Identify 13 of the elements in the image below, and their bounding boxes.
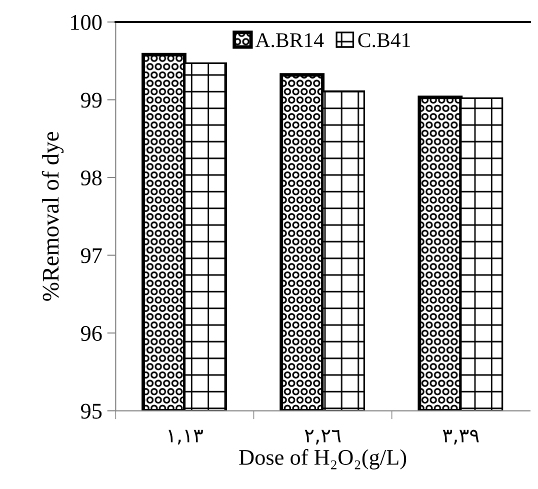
y-tick-label: 100 xyxy=(71,14,102,30)
y-tick-label: 98 xyxy=(80,170,102,186)
x-tick-label: ٢,٢٦ xyxy=(304,430,341,444)
y-tick-label: 97 xyxy=(80,248,102,264)
x-tick-label: ١,١٣ xyxy=(168,430,203,444)
y-axis-title: %Removal of dye xyxy=(42,132,64,301)
x-tick-label: ٣,٣٩ xyxy=(442,430,479,444)
y-tick-label: 99 xyxy=(80,92,102,108)
y-tick-label: 96 xyxy=(80,326,102,341)
y-tick-label: 95 xyxy=(80,404,102,419)
legend-label: A.BR14 xyxy=(255,33,324,48)
x-axis-title: Dose of H₂O₂(g/L) xyxy=(239,449,406,470)
legend-label: C.B41 xyxy=(358,33,410,48)
